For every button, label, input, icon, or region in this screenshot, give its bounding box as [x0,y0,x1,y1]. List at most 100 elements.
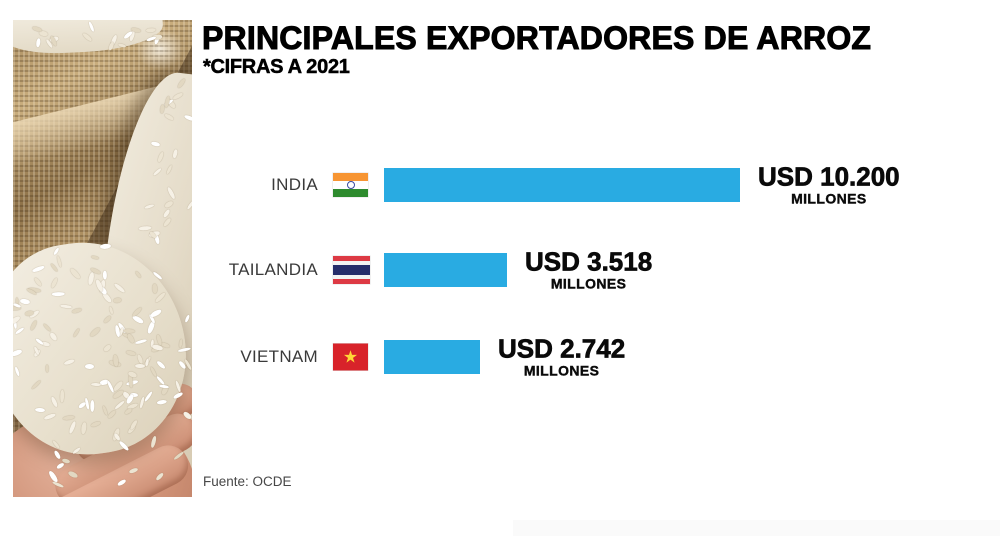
rice-grain [123,406,133,416]
rice-grain [143,203,155,210]
rice-grain [52,481,65,489]
source-credit: Fuente: OCDE [203,474,292,489]
rice-grain [60,389,65,403]
rice-grain [150,141,161,148]
rice-grain [51,439,61,450]
rice-grain [35,38,41,48]
value-block: USD 3.518 MILLONES [525,246,653,292]
rice-grain [172,392,184,401]
rice-grain [107,40,115,51]
bar-vietnam [384,340,480,374]
rice-grain [182,410,192,421]
rice-grain [108,306,115,316]
rice-grain [128,467,139,474]
rice-grain [67,420,77,434]
bar-row-thailand: TAILANDIA USD 3.518 MILLONES [0,247,1000,292]
rice-grain [145,27,156,33]
rice-grain [35,407,46,413]
rice-grain [81,31,93,42]
chart-title: PRINCIPALES EXPORTADORES DE ARROZ [201,20,872,57]
flag-stripe [333,279,370,285]
bar-india [384,168,740,202]
value-block: USD 2.742 MILLONES [498,333,626,379]
rice-grain [118,439,131,452]
rice-grain [29,319,39,332]
value-label: USD 3.518 [525,246,653,277]
rice-grain [163,112,175,122]
rice-grain [156,150,165,163]
vietnam-flag-icon: ★ [333,343,368,371]
rice-grain [66,470,78,479]
rice-grain [156,399,167,405]
flag-stripe [333,265,370,275]
rice-grain [176,77,186,89]
rice-grain [172,149,179,159]
star-icon: ★ [342,347,359,367]
rice-grain [106,409,117,420]
rice-grain [77,401,87,410]
thailand-flag-icon [333,256,370,285]
rice-grain [53,450,62,461]
rice-grain [90,399,95,412]
rice-grain [87,20,95,32]
rice-grain [138,225,152,231]
rice-grain [55,461,65,470]
background-strip [513,520,1000,536]
flag-stripe [333,260,370,266]
rice-grain [183,114,192,123]
rice-grain [113,400,125,411]
country-label: VIETNAM [240,347,318,366]
rice-grain [171,91,184,101]
rice-grain [149,308,163,319]
rice-grain [99,243,112,250]
flag-stripe [333,173,368,181]
bar-row-india: INDIA USD 10.200 MILLONES [0,162,1000,207]
rice-grain [80,421,88,435]
rice-grain [161,208,171,219]
rice-photo [13,20,192,497]
rice-grain [62,415,75,421]
rice-grain [59,304,72,310]
rice-grain [150,435,158,448]
flag-stripe [333,189,368,197]
flag-stripe [333,256,370,261]
rice-grain [51,291,65,297]
rice-grain [43,413,57,421]
rice-grain [153,291,167,304]
flag-stripe [333,274,370,280]
ashoka-chakra-icon [346,181,355,189]
rice-grain [101,405,109,417]
rice-grain [183,313,191,323]
country-label: INDIA [271,175,318,194]
rice-grain [162,217,173,228]
rice-grain [116,478,127,487]
rice-grain [174,379,182,393]
india-flag-icon [333,173,368,197]
value-unit-label: MILLONES [523,362,600,379]
rice-grain [113,297,123,304]
rice-grain [143,391,154,403]
value-block: USD 10.200 MILLONES [758,161,900,207]
chart-subtitle: *CIFRAS A 2021 [203,56,350,79]
value-unit-label: MILLONES [550,275,627,292]
country-label: TAILANDIA [228,260,318,279]
rice-grain [172,450,185,461]
bar-row-vietnam: VIETNAM ★ USD 2.742 MILLONES [0,334,1000,379]
rice-grain [117,43,126,49]
rice-grain [71,327,81,338]
rice-grain [102,314,113,324]
rice-grain [89,326,102,338]
rice-grain [71,307,83,314]
rice-grain [30,378,42,390]
value-label: USD 10.200 [758,161,900,192]
rice-grain [19,298,30,305]
bar-thailand [384,253,507,287]
value-label: USD 2.742 [498,333,626,364]
rice-grain [154,471,165,482]
rice-grain [90,382,101,387]
value-unit-label: MILLONES [791,190,867,207]
rice-grain [71,446,81,455]
rice-grain [90,420,101,428]
rice-grain [50,395,59,408]
